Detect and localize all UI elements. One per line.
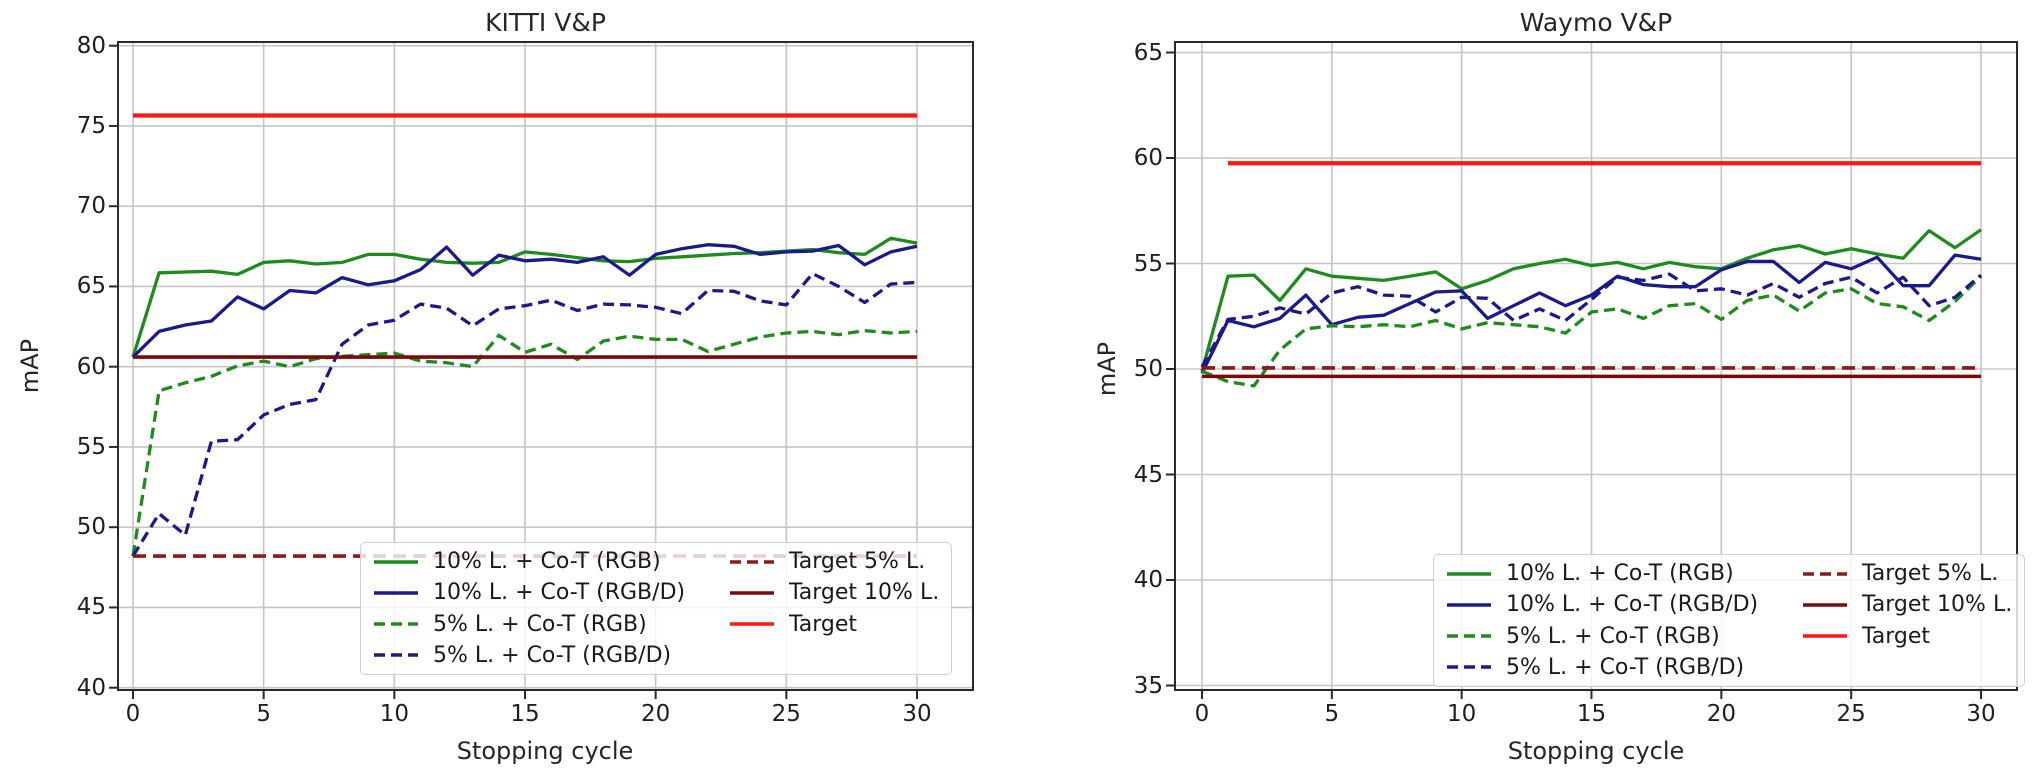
legend-swatch-green-solid — [1447, 571, 1491, 576]
legend-swatch-target-red — [730, 622, 774, 626]
x-tick-label: 5 — [1324, 701, 1340, 727]
legend-swatch-target5-dashed — [730, 559, 774, 564]
legend-item: 10% L. + Co-T (RGB) — [373, 546, 729, 577]
x-axis-label-waymo: Stopping cycle — [1507, 737, 1685, 765]
legend-label: 5% L. + Co-T (RGB) — [1506, 623, 1720, 649]
legend-item: 5% L. + Co-T (RGB) — [1446, 621, 1802, 652]
y-tick-label: 65 — [1133, 39, 1163, 66]
legend-swatch-target-red — [1803, 634, 1847, 638]
legend-item: 5% L. + Co-T (RGB) — [373, 609, 729, 640]
x-tick-label: 0 — [1194, 701, 1210, 727]
legend-item: Target — [1802, 621, 2014, 652]
x-tick-label: 15 — [1576, 701, 1607, 727]
legend-swatch-blue-solid — [374, 591, 418, 595]
y-tick-label: 40 — [1133, 567, 1163, 593]
y-tick-label: 50 — [76, 514, 106, 541]
legend-label: Target 10% L. — [789, 580, 940, 606]
legend-swatch-target10-solid — [730, 591, 774, 595]
legend-label: Target 10% L. — [1862, 592, 2013, 618]
legend-label: 10% L. + Co-T (RGB/D) — [1506, 592, 1759, 618]
x-tick-label: 5 — [256, 701, 271, 727]
legend-kitti: 10% L. + Co-T (RGB) 10% L. + Co-T (RGB/D… — [360, 542, 952, 675]
y-tick-label: 45 — [76, 594, 106, 621]
legend-item: Target 5% L. — [729, 546, 941, 577]
x-tick-label: 25 — [771, 701, 801, 727]
legend-swatch-green-solid — [374, 559, 418, 564]
legend-label: 10% L. + Co-T (RGB) — [433, 549, 661, 575]
legend-item: 10% L. + Co-T (RGB/D) — [1446, 589, 1802, 620]
legend-label: Target 5% L. — [789, 549, 926, 575]
legend-item: Target 10% L. — [1802, 589, 2014, 620]
x-tick-label: 20 — [641, 701, 671, 727]
legend-label: 5% L. + Co-T (RGB) — [433, 611, 647, 637]
legend-item: 10% L. + Co-T (RGB) — [1446, 558, 1802, 589]
y-tick-label: 50 — [1133, 356, 1163, 382]
y-tick-label: 60 — [76, 353, 106, 380]
legend-item: Target — [729, 609, 941, 640]
legend-swatch-blue-dashed — [1447, 665, 1491, 670]
y-tick-label: 75 — [76, 112, 106, 139]
x-tick-label: 20 — [1706, 701, 1736, 727]
legend-label: Target — [789, 611, 858, 637]
y-tick-label: 70 — [76, 193, 106, 220]
x-tick-label: 0 — [125, 701, 141, 727]
legend-swatch-blue-solid — [1447, 603, 1491, 607]
legend-label: Target — [1862, 623, 1931, 649]
legend-item: 5% L. + Co-T (RGB/D) — [1446, 652, 1802, 683]
y-tick-label: 60 — [1133, 145, 1163, 171]
x-tick-label: 10 — [1447, 701, 1477, 727]
y-tick-label: 45 — [1133, 461, 1163, 488]
legend-swatch-green-dashed — [1447, 634, 1491, 638]
x-tick-label: 30 — [1966, 701, 1996, 727]
x-tick-label: 30 — [902, 701, 932, 727]
legend-label: Target 5% L. — [1862, 561, 1999, 587]
y-tick-label: 65 — [76, 273, 106, 300]
y-tick-label: 55 — [1133, 250, 1163, 277]
legend-item: 5% L. + Co-T (RGB/D) — [373, 640, 729, 671]
chart-title-kitti: KITTI V&P — [485, 8, 606, 37]
legend-swatch-target10-solid — [1803, 603, 1847, 607]
x-axis-label-kitti: Stopping cycle — [456, 737, 634, 765]
legend-swatch-blue-dashed — [374, 653, 418, 658]
x-tick-label: 10 — [379, 701, 409, 727]
x-tick-label: 25 — [1836, 701, 1866, 727]
y-tick-label: 40 — [76, 674, 106, 701]
legend-item: Target 5% L. — [1802, 558, 2014, 589]
y-tick-label: 35 — [1133, 672, 1163, 699]
legend-item: 10% L. + Co-T (RGB/D) — [373, 577, 729, 608]
legend-label: 10% L. + Co-T (RGB) — [1506, 561, 1734, 587]
y-tick-label: 80 — [76, 32, 106, 59]
legend-label: 10% L. + Co-T (RGB/D) — [433, 580, 686, 606]
legend-label: 5% L. + Co-T (RGB/D) — [433, 642, 672, 668]
legend-label: 5% L. + Co-T (RGB/D) — [1506, 654, 1745, 680]
chart-title-waymo: Waymo V&P — [1519, 8, 1673, 37]
legend-waymo: 10% L. + Co-T (RGB) 10% L. + Co-T (RGB/D… — [1433, 554, 2025, 687]
y-tick-label: 55 — [76, 433, 106, 460]
x-tick-label: 15 — [510, 701, 540, 727]
legend-item: Target 10% L. — [729, 577, 941, 608]
legend-swatch-target5-dashed — [1803, 571, 1847, 576]
legend-swatch-green-dashed — [374, 622, 418, 626]
